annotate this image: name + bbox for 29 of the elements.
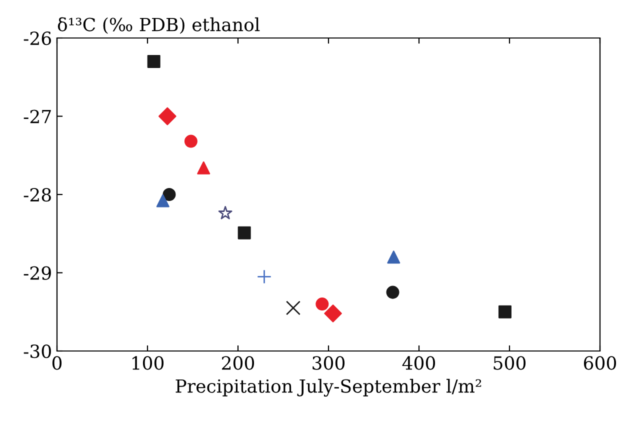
x-tick-label: 600 bbox=[584, 356, 616, 370]
y-tick-label: -28 bbox=[24, 188, 51, 202]
x-tick-label: 200 bbox=[222, 356, 254, 370]
point bbox=[197, 161, 210, 174]
point bbox=[324, 304, 342, 322]
point bbox=[156, 194, 170, 208]
point bbox=[238, 226, 251, 240]
x-tick-label: 300 bbox=[312, 356, 345, 370]
point bbox=[218, 206, 232, 220]
x-tick-label: 400 bbox=[402, 356, 436, 370]
point bbox=[256, 269, 272, 284]
x-tick-label: 0 bbox=[52, 356, 62, 370]
point bbox=[386, 286, 400, 299]
y-tick-label: -30 bbox=[24, 344, 51, 358]
x-axis-title: Precipitation July-September l/m² bbox=[176, 378, 482, 397]
point bbox=[162, 188, 176, 202]
point bbox=[158, 107, 176, 126]
y-tick-label: -27 bbox=[24, 110, 51, 124]
point bbox=[387, 250, 400, 264]
point bbox=[147, 54, 160, 68]
y-tick-label: -26 bbox=[24, 31, 51, 46]
point bbox=[184, 134, 198, 148]
point bbox=[498, 305, 512, 318]
point bbox=[316, 298, 329, 311]
y-tick-label: -29 bbox=[24, 266, 51, 280]
x-tick-label: 100 bbox=[132, 356, 164, 370]
x-tick-label: 500 bbox=[494, 356, 526, 370]
point bbox=[286, 300, 300, 316]
y-axis-title: δ¹³C (‰ PDB) ethanol bbox=[58, 17, 260, 34]
